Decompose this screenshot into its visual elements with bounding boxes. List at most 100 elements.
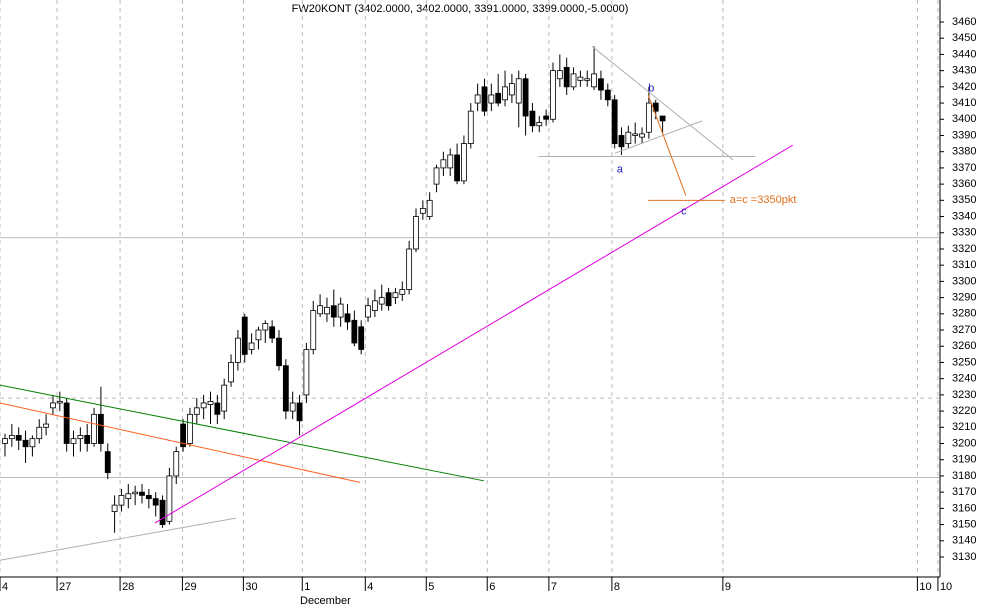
candle-body	[591, 73, 597, 88]
candle-body	[269, 326, 276, 339]
candle-body	[180, 423, 186, 448]
candle-body	[618, 135, 625, 148]
candle-body	[173, 451, 180, 477]
candle-body	[337, 303, 344, 318]
candle-body	[77, 435, 84, 440]
candle-body	[56, 400, 63, 404]
annotation: b	[648, 82, 654, 94]
y-tick-label: 3180	[952, 470, 976, 482]
x-tick-label: 4	[367, 581, 373, 593]
month-label: December	[300, 595, 351, 607]
candle-body	[200, 402, 207, 409]
candle-body	[187, 413, 193, 444]
candle-body	[563, 66, 570, 88]
y-tick-label: 3270	[952, 324, 976, 336]
candle-body	[221, 384, 228, 412]
y-tick-label: 3360	[952, 178, 976, 190]
candle-body	[611, 99, 618, 144]
y-tick-label: 3190	[952, 454, 976, 466]
y-tick-label: 3140	[952, 535, 976, 547]
y-tick-label: 3300	[952, 275, 976, 287]
x-tick-label: 9	[725, 581, 731, 593]
candle-body	[461, 143, 467, 182]
y-tick-label: 3290	[952, 292, 976, 304]
candle-body	[550, 70, 556, 120]
candle-body	[70, 438, 77, 444]
y-tick-label: 3460	[952, 16, 976, 28]
candle-body	[262, 323, 269, 331]
candle-body	[84, 435, 91, 444]
candle-body	[419, 208, 426, 214]
candle-body	[632, 133, 639, 136]
candle-body	[282, 365, 289, 412]
candle-body	[15, 435, 22, 441]
candle-body	[36, 426, 43, 440]
x-tick-label: 6	[489, 581, 495, 593]
x-tick-label: 27	[59, 581, 71, 593]
candle-body	[152, 498, 159, 506]
candle-body	[454, 154, 460, 182]
candle-body	[413, 216, 419, 250]
candle-body	[8, 435, 15, 440]
y-tick-label: 3260	[952, 340, 976, 352]
candle-body	[536, 122, 543, 127]
candle-body	[426, 199, 433, 217]
y-tick-label: 3410	[952, 97, 976, 109]
y-tick-label: 3320	[952, 243, 976, 255]
trend-line	[591, 45, 734, 161]
y-tick-label: 3330	[952, 227, 976, 239]
candle-body	[159, 499, 166, 525]
y-tick-label: 3310	[952, 259, 976, 271]
candle-body	[241, 316, 248, 355]
candle-body	[447, 154, 454, 169]
x-tick-label: 10	[940, 581, 952, 593]
candle-body	[228, 362, 234, 383]
annotation: c	[681, 206, 687, 218]
candle-body	[488, 94, 495, 104]
y-tick-label: 3220	[952, 405, 976, 417]
y-tick-label: 3230	[952, 389, 976, 401]
trend-line	[0, 517, 236, 561]
candle-body	[344, 313, 351, 323]
candle-body	[63, 402, 70, 444]
candle-body	[584, 78, 591, 81]
y-tick-label: 3280	[952, 308, 976, 320]
candle-body	[145, 494, 152, 500]
annotation: a=c =3350pkt	[730, 194, 797, 206]
candle-body	[2, 438, 8, 444]
candle-body	[556, 70, 563, 80]
candle-body	[43, 423, 49, 428]
y-tick-label: 3420	[952, 81, 976, 93]
x-tick-label: 8	[614, 581, 620, 593]
candle-body	[515, 78, 522, 104]
candle-body	[577, 76, 584, 81]
y-tick-label: 3200	[952, 437, 976, 449]
candle-body	[502, 86, 508, 101]
candle-body	[508, 83, 515, 96]
trend-line	[0, 402, 360, 483]
trend-line	[614, 120, 703, 154]
x-tick-label: 10	[919, 581, 931, 593]
y-tick-label: 3430	[952, 65, 976, 77]
y-tick-label: 3440	[952, 48, 976, 60]
candle-body	[659, 115, 666, 122]
candle-body	[639, 133, 645, 138]
candle-body	[276, 337, 282, 367]
x-tick-label: 28	[122, 581, 134, 593]
candle-body	[132, 491, 139, 495]
x-tick-label: 4	[2, 581, 8, 593]
candle-body	[365, 305, 371, 318]
candle-body	[29, 438, 36, 448]
candle-body	[598, 78, 604, 91]
x-tick-label: 29	[184, 581, 196, 593]
candle-body	[310, 310, 317, 350]
candle-body	[22, 439, 29, 448]
y-tick-label: 3340	[952, 210, 976, 222]
candle-body	[303, 349, 310, 396]
trend-line	[0, 384, 484, 482]
candle-body	[522, 78, 529, 117]
candle-body	[234, 337, 241, 363]
candle-body	[139, 491, 145, 496]
candle-body	[125, 493, 132, 500]
